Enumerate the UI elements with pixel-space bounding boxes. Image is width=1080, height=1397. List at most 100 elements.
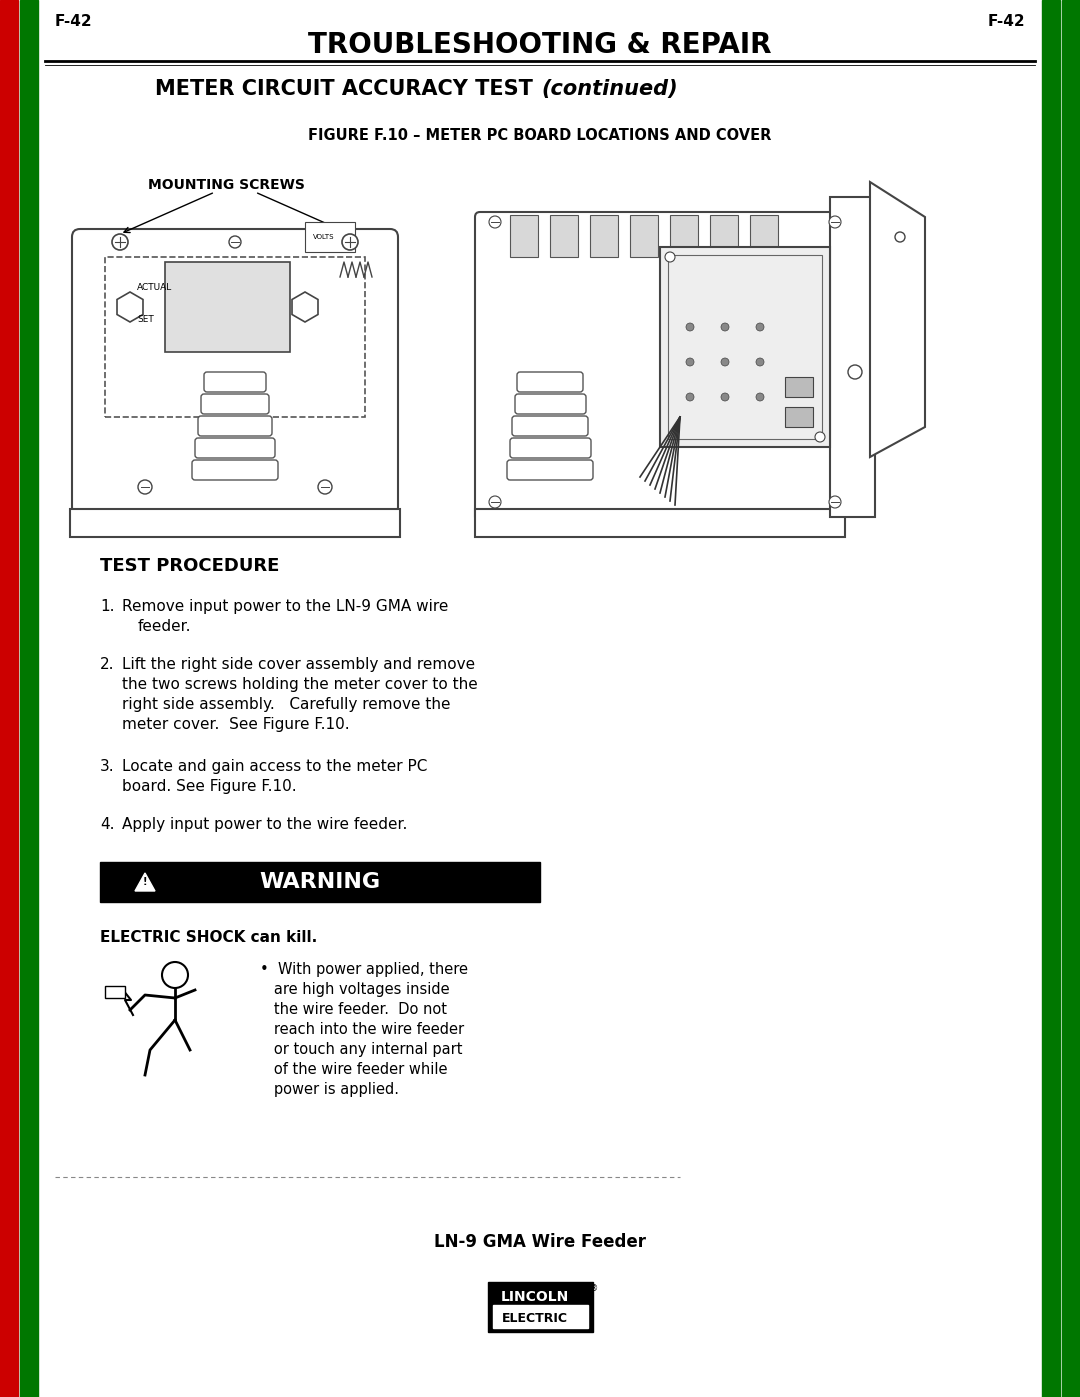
Circle shape: [756, 393, 764, 401]
Bar: [488, 1282, 593, 1331]
Text: WARNING: WARNING: [259, 872, 380, 893]
Text: ELECTRIC: ELECTRIC: [502, 1313, 568, 1326]
Text: Return to Master TOC: Return to Master TOC: [1066, 745, 1076, 849]
Circle shape: [138, 481, 152, 495]
Circle shape: [895, 232, 905, 242]
Circle shape: [229, 236, 241, 249]
Text: ACTUAL: ACTUAL: [137, 282, 172, 292]
FancyBboxPatch shape: [510, 439, 591, 458]
Circle shape: [815, 432, 825, 441]
Bar: [660, 247, 831, 447]
Circle shape: [829, 496, 841, 509]
Bar: [105, 257, 365, 416]
Bar: [21, 0, 38, 1397]
Text: Return to Section TOC: Return to Section TOC: [1047, 1063, 1056, 1171]
Text: ®: ®: [590, 1284, 598, 1294]
Text: !: !: [143, 877, 147, 887]
FancyBboxPatch shape: [517, 372, 583, 393]
Polygon shape: [135, 873, 156, 891]
Text: of the wire feeder while: of the wire feeder while: [260, 1062, 447, 1077]
Text: 3.: 3.: [100, 759, 114, 774]
Circle shape: [686, 358, 694, 366]
Bar: [1042, 0, 1059, 1397]
Circle shape: [829, 217, 841, 228]
Text: Return to Master TOC: Return to Master TOC: [24, 745, 33, 849]
Circle shape: [721, 358, 729, 366]
FancyBboxPatch shape: [192, 460, 278, 481]
Circle shape: [489, 217, 501, 228]
Text: VOLTS: VOLTS: [313, 235, 335, 240]
FancyBboxPatch shape: [512, 416, 588, 436]
Circle shape: [665, 251, 675, 263]
Polygon shape: [117, 292, 143, 321]
Bar: [669, 256, 822, 439]
Bar: [510, 215, 538, 257]
Text: or touch any internal part: or touch any internal part: [260, 1042, 462, 1058]
Text: Return to Section TOC: Return to Section TOC: [1047, 393, 1056, 502]
Bar: [1062, 0, 1080, 1397]
Text: Return to Master TOC: Return to Master TOC: [1066, 394, 1076, 500]
Bar: [165, 263, 291, 352]
Circle shape: [756, 358, 764, 366]
Bar: [590, 215, 618, 257]
Bar: [0, 0, 18, 1397]
Text: (continued): (continued): [541, 80, 677, 99]
Text: meter cover.  See Figure F.10.: meter cover. See Figure F.10.: [122, 717, 350, 732]
Text: MOUNTING SCREWS: MOUNTING SCREWS: [148, 177, 305, 191]
Bar: [550, 215, 578, 257]
Circle shape: [318, 481, 332, 495]
Text: 4.: 4.: [100, 817, 114, 833]
Bar: [80, 237, 390, 507]
Text: Return to Master TOC: Return to Master TOC: [1066, 1065, 1076, 1169]
Text: Lift the right side cover assembly and remove: Lift the right side cover assembly and r…: [122, 657, 475, 672]
Text: reach into the wire feeder: reach into the wire feeder: [260, 1023, 464, 1037]
FancyBboxPatch shape: [201, 394, 269, 414]
Text: ELECTRIC SHOCK can kill.: ELECTRIC SHOCK can kill.: [100, 930, 318, 944]
Text: Return to Master TOC: Return to Master TOC: [1066, 74, 1076, 180]
Bar: [750, 215, 778, 257]
Circle shape: [848, 365, 862, 379]
Text: SET: SET: [137, 314, 153, 324]
FancyBboxPatch shape: [72, 229, 399, 515]
Text: 1.: 1.: [100, 599, 114, 615]
Circle shape: [112, 235, 129, 250]
Bar: [831, 197, 875, 517]
Text: •  With power applied, there: • With power applied, there: [260, 963, 468, 977]
Text: right side assembly.   Carefully remove the: right side assembly. Carefully remove th…: [122, 697, 450, 712]
Text: board. See Figure F.10.: board. See Figure F.10.: [122, 780, 297, 793]
FancyBboxPatch shape: [475, 212, 835, 522]
FancyBboxPatch shape: [204, 372, 266, 393]
Bar: [100, 862, 540, 902]
Text: power is applied.: power is applied.: [260, 1083, 399, 1097]
Text: METER CIRCUIT ACCURACY TEST: METER CIRCUIT ACCURACY TEST: [154, 80, 540, 99]
Text: Return to Section TOC: Return to Section TOC: [4, 1063, 14, 1171]
Text: Return to Master TOC: Return to Master TOC: [24, 394, 33, 500]
Text: Return to Section TOC: Return to Section TOC: [4, 73, 14, 182]
FancyBboxPatch shape: [515, 394, 586, 414]
Text: LN-9 GMA Wire Feeder: LN-9 GMA Wire Feeder: [434, 1234, 646, 1250]
Bar: [475, 509, 845, 536]
FancyBboxPatch shape: [195, 439, 275, 458]
Bar: [710, 215, 738, 257]
Polygon shape: [870, 182, 924, 457]
Bar: [785, 377, 813, 397]
FancyBboxPatch shape: [198, 416, 272, 436]
Text: TROUBLESHOOTING & REPAIR: TROUBLESHOOTING & REPAIR: [308, 31, 772, 59]
FancyBboxPatch shape: [507, 460, 593, 481]
Circle shape: [721, 323, 729, 331]
Text: Return to Section TOC: Return to Section TOC: [4, 393, 14, 502]
Text: FIGURE F.10 – METER PC BOARD LOCATIONS AND COVER: FIGURE F.10 – METER PC BOARD LOCATIONS A…: [308, 127, 772, 142]
Circle shape: [342, 235, 357, 250]
Text: F-42: F-42: [55, 14, 93, 29]
Bar: [105, 986, 125, 997]
Text: TEST PROCEDURE: TEST PROCEDURE: [100, 557, 280, 576]
Text: Return to Master TOC: Return to Master TOC: [24, 1065, 33, 1169]
Text: the wire feeder.  Do not: the wire feeder. Do not: [260, 1002, 447, 1017]
Text: Return to Section TOC: Return to Section TOC: [1047, 743, 1056, 851]
Circle shape: [162, 963, 188, 988]
Text: Return to Section TOC: Return to Section TOC: [1047, 73, 1056, 182]
Text: LINCOLN: LINCOLN: [501, 1289, 569, 1303]
Circle shape: [756, 323, 764, 331]
Text: Return to Master TOC: Return to Master TOC: [24, 74, 33, 180]
Text: Locate and gain access to the meter PC: Locate and gain access to the meter PC: [122, 759, 428, 774]
